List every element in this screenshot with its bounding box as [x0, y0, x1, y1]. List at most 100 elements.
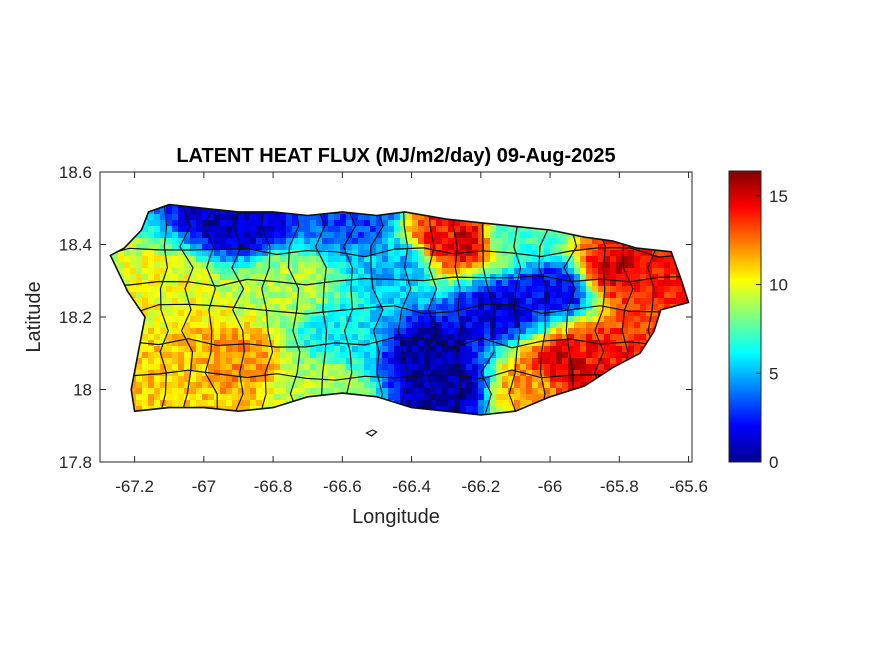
heat-flux-cell — [502, 340, 509, 347]
heat-flux-cell — [238, 232, 245, 239]
heat-flux-cell — [304, 286, 311, 293]
heat-flux-cell — [478, 352, 485, 359]
heat-flux-cell — [550, 292, 557, 299]
heat-flux-cell — [496, 250, 503, 257]
heat-flux-cell — [496, 232, 503, 239]
heat-flux-cell — [154, 268, 161, 275]
heat-flux-cell — [562, 346, 569, 353]
heat-flux-cell — [226, 382, 233, 389]
heat-flux-cell — [154, 208, 161, 215]
heat-flux-cell — [166, 292, 173, 299]
heat-flux-cell — [220, 232, 227, 239]
heat-flux-cell — [448, 232, 455, 239]
heat-flux-cell — [436, 376, 443, 383]
heat-flux-cell — [430, 400, 437, 407]
heat-flux-cell — [196, 394, 203, 401]
heat-flux-cell — [466, 316, 473, 323]
heat-flux-cell — [640, 256, 647, 263]
heat-flux-cell — [178, 370, 185, 377]
heat-flux-cell — [322, 334, 329, 341]
heat-flux-cell — [244, 298, 251, 305]
heat-flux-cell — [412, 280, 419, 287]
heat-flux-cell — [190, 280, 197, 287]
heat-flux-cell — [178, 400, 185, 407]
heat-flux-cell — [364, 316, 371, 323]
heat-flux-cell — [310, 250, 317, 257]
heat-flux-cell — [196, 400, 203, 407]
heat-flux-cell — [388, 280, 395, 287]
heat-flux-cell — [622, 334, 629, 341]
heat-flux-cell — [298, 286, 305, 293]
heat-flux-cell — [532, 376, 539, 383]
heat-flux-cell — [394, 388, 401, 395]
heat-flux-cell — [148, 238, 155, 245]
colorbar — [728, 170, 762, 463]
heat-flux-cell — [202, 376, 209, 383]
heat-flux-cell — [532, 238, 539, 245]
colorbar-tick-label: 10 — [769, 276, 788, 295]
heat-flux-cell — [268, 298, 275, 305]
heat-flux-cell — [514, 268, 521, 275]
heat-flux-cell — [502, 280, 509, 287]
heat-flux-cell — [184, 328, 191, 335]
heat-flux-cell — [502, 256, 509, 263]
heat-flux-cell — [526, 328, 533, 335]
heat-flux-cell — [256, 394, 263, 401]
heat-flux-cell — [280, 244, 287, 251]
x-tick-label: -65.8 — [600, 477, 639, 496]
heat-flux-cell — [574, 274, 581, 281]
heat-flux-cell — [598, 250, 605, 257]
heat-flux-cell — [502, 400, 509, 407]
heat-flux-cell — [172, 388, 179, 395]
heat-flux-cell — [190, 220, 197, 227]
heat-flux-cell — [490, 244, 497, 251]
heat-flux-cell — [388, 268, 395, 275]
heat-flux-cell — [418, 382, 425, 389]
heat-flux-cell — [346, 298, 353, 305]
heat-flux-cell — [178, 382, 185, 389]
heat-flux-cell — [370, 310, 377, 317]
heat-flux-cell — [478, 316, 485, 323]
heat-flux-cell — [256, 244, 263, 251]
heat-flux-cell — [502, 232, 509, 239]
heat-flux-cell — [346, 376, 353, 383]
heat-flux-cell — [298, 388, 305, 395]
heat-flux-cell — [580, 352, 587, 359]
heat-flux-cell — [298, 244, 305, 251]
heat-flux-cell — [574, 250, 581, 257]
heat-flux-cell — [238, 316, 245, 323]
heat-flux-cell — [454, 322, 461, 329]
heat-flux-cell — [424, 346, 431, 353]
heat-flux-cell — [610, 298, 617, 305]
heat-flux-cell — [526, 382, 533, 389]
heat-flux-cell — [196, 346, 203, 353]
heat-flux-cell — [322, 298, 329, 305]
heat-flux-cell — [496, 346, 503, 353]
heat-flux-cell — [202, 268, 209, 275]
heat-flux-cell — [478, 346, 485, 353]
heat-flux-cell — [190, 394, 197, 401]
heat-flux-cell — [280, 376, 287, 383]
heat-flux-cell — [214, 328, 221, 335]
heat-flux-cell — [544, 298, 551, 305]
heat-flux-cell — [262, 262, 269, 269]
heat-flux-cell — [658, 262, 665, 269]
heat-flux-cell — [574, 346, 581, 353]
heat-flux-cell — [592, 304, 599, 311]
heat-flux-cell — [472, 406, 479, 413]
heat-flux-cell — [382, 262, 389, 269]
heat-flux-cell — [154, 316, 161, 323]
heat-flux-cell — [496, 238, 503, 245]
heat-flux-cell — [520, 394, 527, 401]
heat-flux-cell — [166, 214, 173, 221]
heat-flux-cell — [382, 244, 389, 251]
heat-flux-cell — [592, 274, 599, 281]
heat-flux-cell — [316, 262, 323, 269]
heat-flux-cell — [310, 358, 317, 365]
heat-flux-cell — [304, 250, 311, 257]
heat-flux-cell — [178, 340, 185, 347]
heat-flux-cell — [316, 352, 323, 359]
heat-flux-cell — [184, 250, 191, 257]
heat-flux-cell — [148, 250, 155, 257]
heat-flux-cell — [346, 280, 353, 287]
